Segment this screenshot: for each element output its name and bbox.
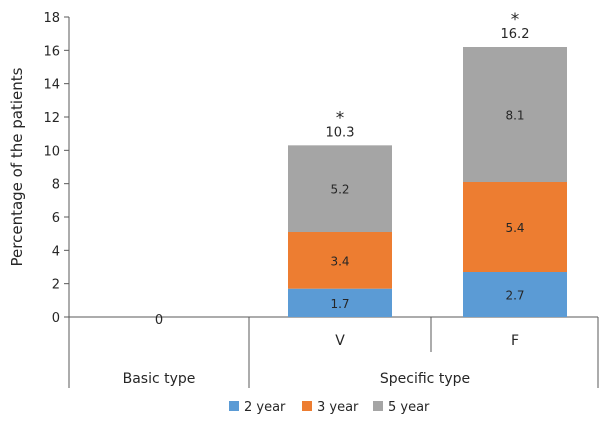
bar-segment-2-year: [288, 288, 392, 317]
bar-total-label: 16.2: [501, 27, 530, 42]
legend-label: 2 year: [244, 400, 286, 415]
y-tick-label: 18: [43, 11, 60, 26]
bar-segment-3-year: [288, 232, 392, 289]
y-tick-label: 14: [43, 78, 60, 93]
legend-swatch-2-year: [229, 401, 239, 411]
significance-marker: *: [511, 10, 520, 30]
bar-segment-2-year: [463, 272, 567, 317]
bar-segment-value-label: 3.4: [330, 254, 349, 268]
y-axis-title: Percentage of the patients: [8, 67, 26, 266]
significance-marker: *: [336, 108, 345, 128]
y-tick-label: 12: [43, 111, 60, 126]
bar-total-label: 0: [155, 313, 163, 328]
x-category-label: F: [511, 333, 519, 349]
y-tick-label: 6: [52, 211, 60, 226]
y-tick-label: 4: [52, 244, 60, 259]
legend-swatch-5-year: [373, 401, 383, 411]
bar-segment-value-label: 5.4: [505, 221, 524, 235]
x-group-label: Specific type: [380, 371, 470, 387]
y-tick-label: 0: [52, 311, 60, 326]
legend-label: 5 year: [388, 400, 430, 415]
bar-segment-5-year: [463, 47, 567, 182]
legend-swatch-3-year: [302, 401, 312, 411]
bar-segment-value-label: 5.2: [330, 183, 349, 197]
y-tick-label: 16: [43, 44, 60, 59]
bar-segment-5-year: [288, 145, 392, 232]
bar-segment-value-label: 2.7: [505, 289, 524, 303]
bar-segment-3-year: [463, 182, 567, 272]
bar-total-label: 10.3: [326, 125, 355, 140]
bar-segment-value-label: 1.7: [330, 297, 349, 311]
legend-label: 3 year: [317, 400, 359, 415]
x-group-label: Basic type: [123, 371, 196, 387]
x-category-label: V: [335, 333, 345, 349]
bar-segment-value-label: 8.1: [505, 109, 524, 123]
y-tick-label: 2: [52, 278, 60, 293]
y-tick-label: 8: [52, 178, 60, 193]
y-tick-label: 10: [43, 144, 60, 159]
